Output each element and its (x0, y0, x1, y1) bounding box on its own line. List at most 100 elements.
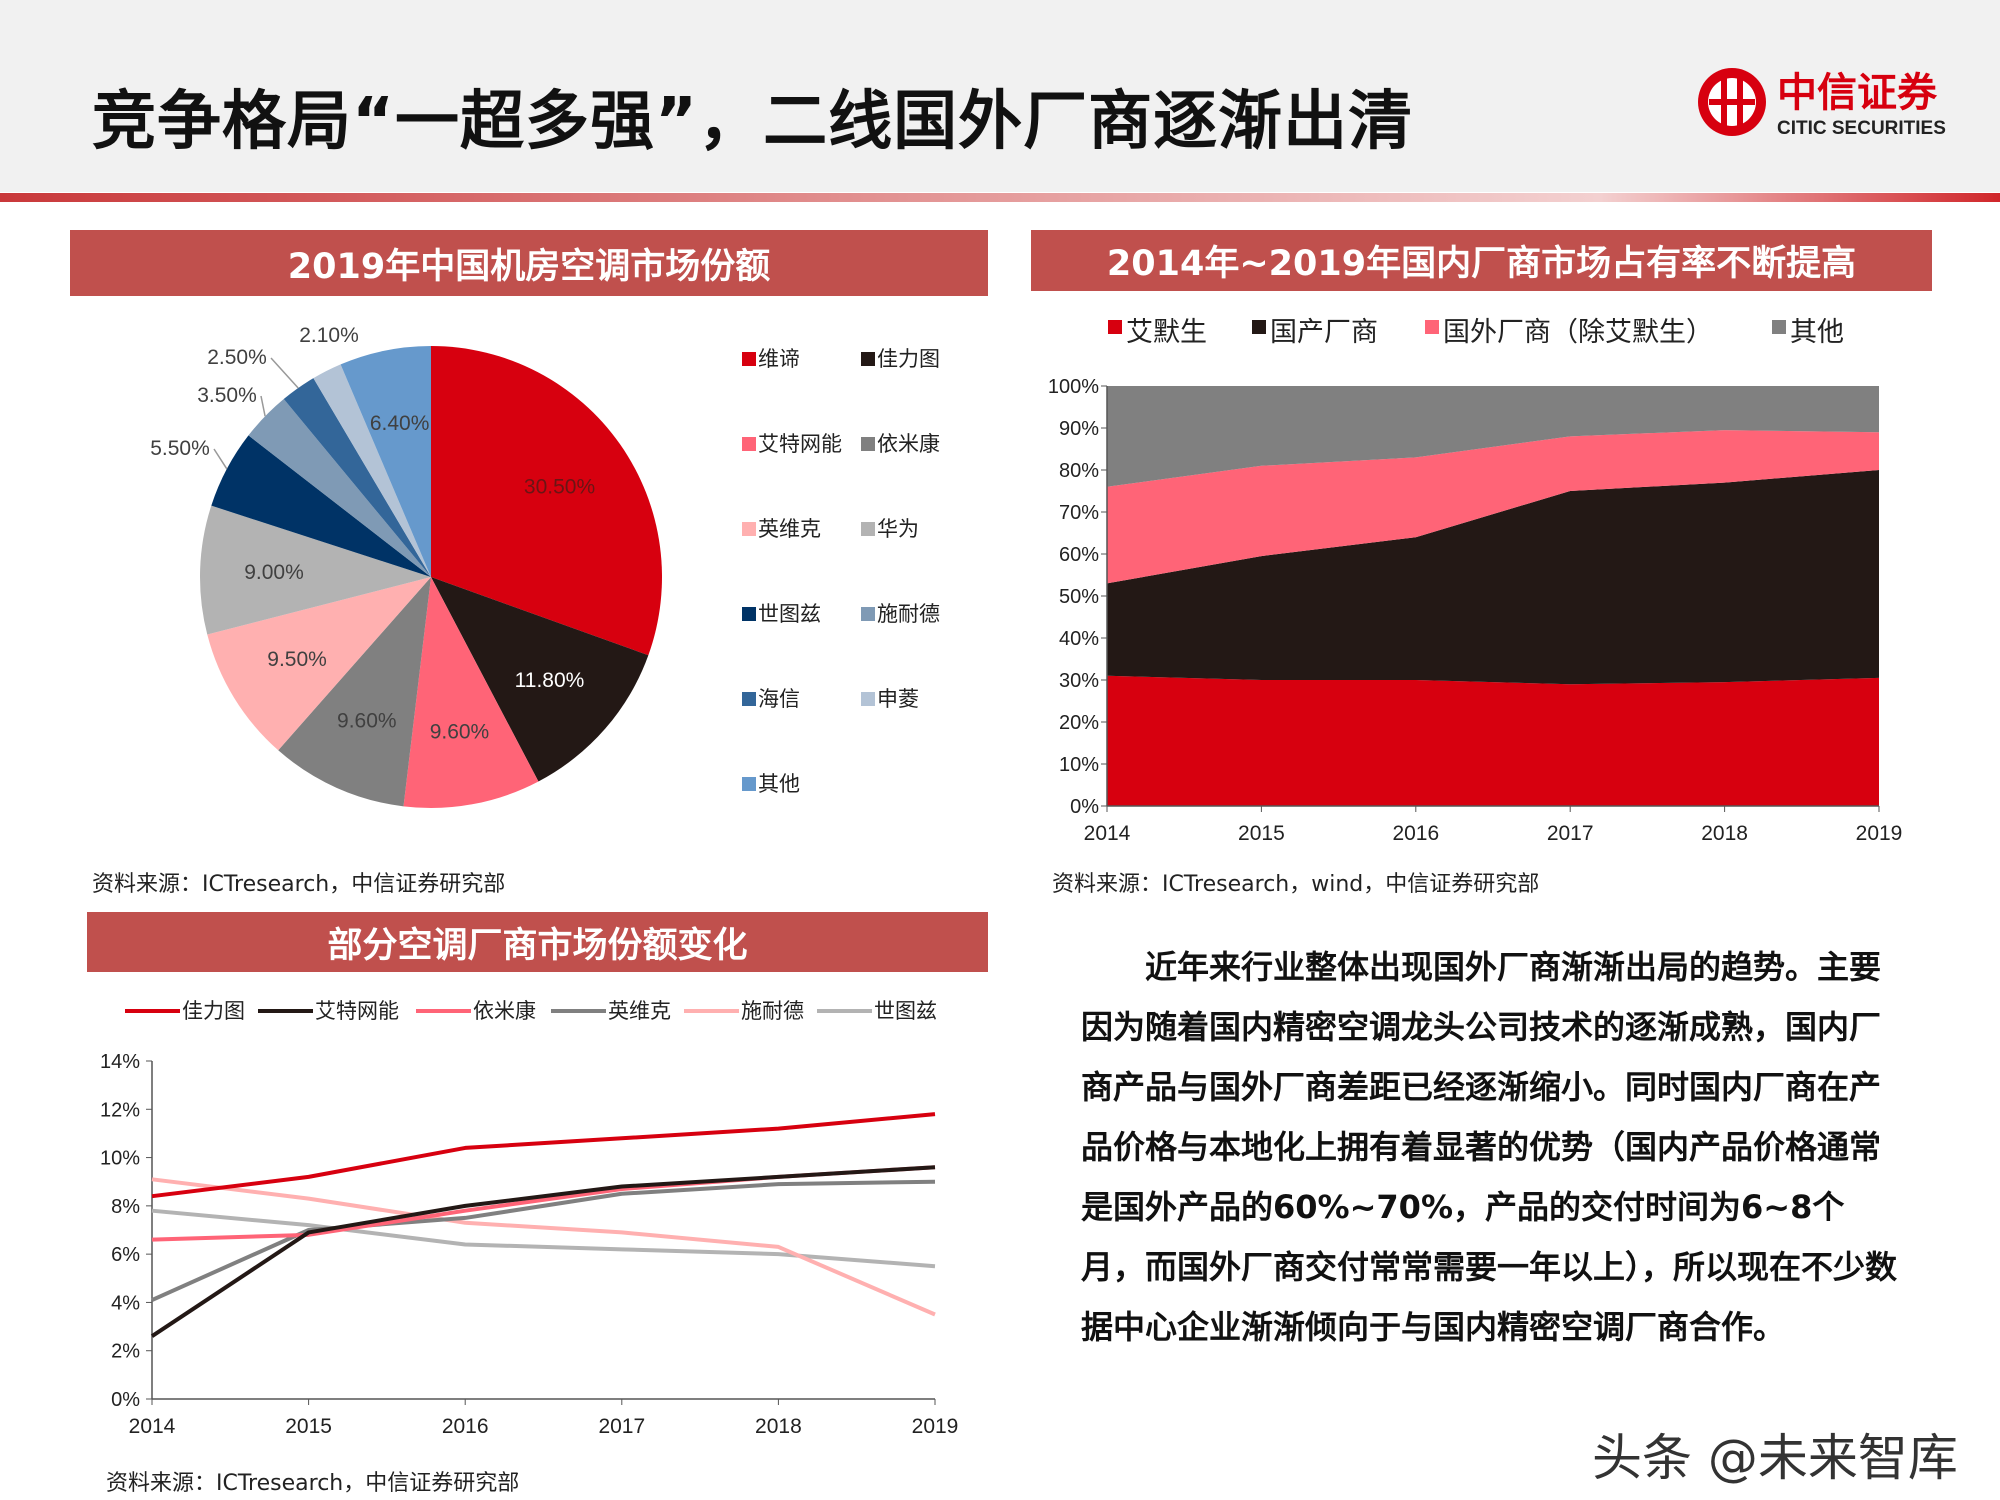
legend-swatch (1108, 320, 1122, 334)
legend-label: 维谛 (758, 348, 800, 371)
legend-label: 佳力图 (877, 348, 940, 371)
area-series (1107, 430, 1879, 584)
analysis-paragraph: 近年来行业整体出现国外厂商渐渐出局的趋势。主要因为随着国内精密空调龙头公司技术的… (1081, 937, 1901, 1357)
area-series (1107, 470, 1879, 685)
pie-data-label: 5.50% (150, 437, 210, 460)
y-tick-label: 10% (100, 1148, 140, 1170)
pie-data-label: 3.50% (197, 384, 257, 407)
legend-swatch (861, 607, 875, 621)
legend-label: 华为 (877, 518, 919, 541)
x-tick-label: 2014 (1084, 822, 1131, 845)
y-tick-label: 30% (1059, 670, 1099, 692)
pie-slice (211, 435, 431, 577)
pie-chart-title: 2019年中国机房空调市场份额 (70, 230, 988, 296)
legend-label: 艾特网能 (315, 1000, 399, 1023)
pie-slice (403, 577, 539, 808)
header (0, 0, 2000, 192)
legend-label: 其他 (758, 773, 800, 796)
pie-data-label: 9.60% (430, 720, 490, 743)
pie-slice (313, 364, 431, 577)
leader-line (270, 357, 299, 389)
pie-slice (431, 577, 649, 782)
pie-data-label: 9.00% (244, 561, 304, 584)
pie-data-label: 30.50% (524, 476, 595, 499)
legend-swatch (742, 437, 756, 451)
area-chart: 0% 10% 20% 30% 40% 50% 60% 70% 80% 90% 100% 2014 201… (1048, 317, 1903, 845)
area-series (1107, 386, 1879, 487)
line-series-艾特网能 (150, 1165, 936, 1338)
divider (0, 193, 2000, 202)
legend-label: 依米康 (473, 1000, 536, 1023)
legend-label: 依米康 (877, 433, 940, 456)
pie-slice (200, 505, 431, 635)
line-series-英维克 (151, 1179, 936, 1302)
x-tick-label: 2015 (285, 1415, 332, 1438)
legend-swatch (1252, 320, 1266, 334)
legend-label: 申菱 (877, 688, 919, 711)
legend-swatch (742, 692, 756, 706)
pie-slice (248, 399, 431, 577)
x-tick-label: 2014 (129, 1415, 176, 1438)
pie-slice (283, 378, 431, 577)
legend-swatch (861, 352, 875, 366)
legend-label: 施耐德 (741, 1000, 804, 1023)
legend-label: 艾特网能 (758, 433, 842, 456)
watermark: 头条 @未来智库 (1592, 1429, 1958, 1487)
y-tick-label: 80% (1059, 460, 1099, 482)
legend-label: 世图兹 (874, 1000, 937, 1023)
pie-source: 资料来源：ICTresearch，中信证券研究部 (92, 872, 506, 897)
line-chart-title: 部分空调厂商市场份额变化 (87, 912, 988, 972)
area-source: 资料来源：ICTresearch，wind，中信证券研究部 (1052, 872, 1540, 897)
y-tick-label: 50% (1059, 586, 1099, 608)
x-tick-label: 2017 (598, 1415, 645, 1438)
legend-label: 英维克 (608, 1000, 671, 1023)
line-series-施耐德 (151, 1177, 936, 1317)
y-tick-label: 70% (1059, 502, 1099, 524)
legend-swatch (742, 352, 756, 366)
y-tick-label: 8% (111, 1196, 140, 1218)
x-tick-label: 2017 (1547, 822, 1594, 845)
legend-swatch (742, 607, 756, 621)
y-tick-label: 4% (111, 1292, 140, 1314)
line-chart: 0% 2% 4% 6% 8% 10% 12% 14% 2014 2015 2016 2017 2018 2… (100, 1000, 959, 1438)
legend-label: 国产厂商 (1270, 317, 1378, 347)
pie-data-label: 9.60% (337, 709, 397, 732)
legend-swatch (742, 522, 756, 536)
y-tick-label: 12% (100, 1099, 140, 1121)
legend-label: 英维克 (758, 518, 821, 541)
y-tick-label: 90% (1059, 418, 1099, 440)
line-series-佳力图 (151, 1112, 936, 1199)
leader-line (260, 395, 266, 417)
x-tick-label: 2019 (912, 1415, 959, 1438)
legend-label: 海信 (758, 688, 800, 711)
y-tick-label: 6% (111, 1244, 140, 1266)
legend-swatch (861, 437, 875, 451)
area-chart-title: 2014年~2019年国内厂商市场占有率不断提高 (1031, 230, 1932, 291)
legend-swatch (1772, 320, 1786, 334)
y-tick-label: 20% (1059, 712, 1099, 734)
x-tick-label: 2019 (1856, 822, 1903, 845)
y-tick-label: 10% (1059, 754, 1099, 776)
x-tick-label: 2016 (1392, 822, 1439, 845)
x-tick-label: 2016 (442, 1415, 489, 1438)
pie-data-label: 9.50% (267, 648, 327, 671)
pie-slice (431, 346, 662, 656)
y-tick-label: 2% (111, 1341, 140, 1363)
page-title: 竞争格局“一超多强”，二线国外厂商逐渐出清 (92, 85, 1414, 159)
y-tick-label: 40% (1059, 628, 1099, 650)
legend-label: 佳力图 (182, 1000, 245, 1023)
pie-data-label: 6.40% (370, 412, 430, 435)
y-tick-label: 0% (111, 1389, 140, 1411)
citic-logo: 中信证券 CITIC SECURITIES (1695, 62, 1965, 142)
paragraph-text: 近年来行业整体出现国外厂商渐渐出局的趋势。主要因为随着国内精密空调龙头公司技术的… (1081, 948, 1898, 1346)
pie-slice (340, 346, 431, 577)
pie-data-label: 11.80% (515, 669, 585, 692)
y-tick-label: 60% (1059, 544, 1099, 566)
x-tick-label: 2018 (1701, 822, 1748, 845)
pie-slice (278, 577, 431, 807)
y-tick-label: 14% (100, 1051, 140, 1073)
legend-label: 世图兹 (758, 603, 821, 626)
legend-label: 其他 (1790, 317, 1844, 347)
y-tick-label: 0% (1070, 796, 1099, 818)
legend-swatch (1425, 320, 1439, 334)
